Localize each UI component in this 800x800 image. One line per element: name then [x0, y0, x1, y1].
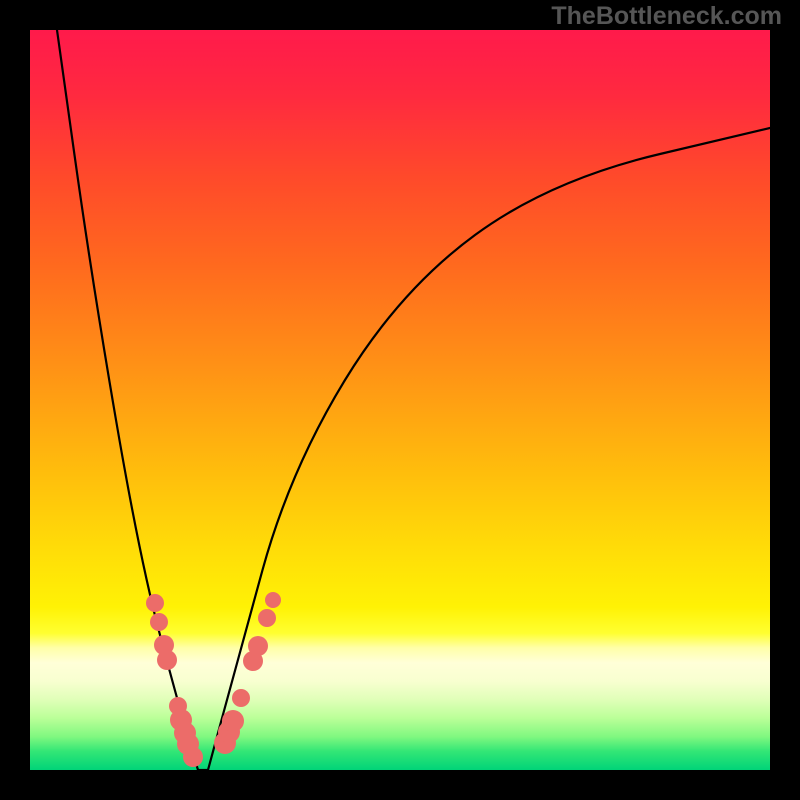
- data-marker: [150, 613, 168, 631]
- data-marker: [258, 609, 276, 627]
- data-marker: [232, 689, 250, 707]
- data-marker: [146, 594, 164, 612]
- chart-frame: TheBottleneck.com: [0, 0, 800, 800]
- gradient-background: [30, 30, 770, 770]
- data-marker: [265, 592, 281, 608]
- data-marker: [157, 650, 177, 670]
- data-marker: [248, 636, 268, 656]
- chart-svg: [0, 0, 800, 800]
- watermark-text: TheBottleneck.com: [551, 2, 782, 31]
- data-marker: [183, 747, 203, 767]
- data-marker: [222, 710, 244, 732]
